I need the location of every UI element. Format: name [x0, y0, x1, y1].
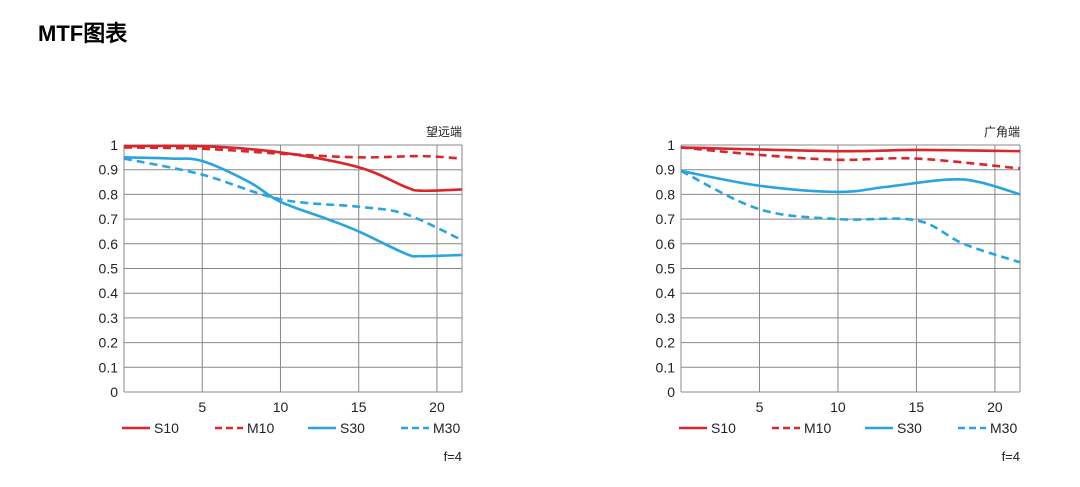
y-tick-label: 0.4	[99, 285, 119, 301]
y-tick-label: 0.1	[99, 359, 119, 375]
y-tick-label: 0.3	[99, 310, 119, 326]
y-tick-label: 0.8	[99, 186, 119, 202]
y-tick-label: 1	[667, 137, 675, 153]
x-tick-label: 10	[830, 399, 846, 415]
y-tick-label: 0.4	[656, 285, 676, 301]
mtf-chart-2: 00.10.20.30.40.50.60.70.80.915 10 15 20广角端f…	[656, 125, 1021, 464]
y-tick-label: 0.7	[99, 211, 119, 227]
y-tick-label: 0.2	[99, 335, 119, 351]
chart-note: f=4	[1002, 449, 1020, 464]
y-tick-label: 0.1	[656, 359, 676, 375]
legend-label-m10: M10	[804, 420, 831, 436]
x-tick-label: 10	[273, 399, 289, 415]
series-line-s30	[680, 169, 1021, 196]
y-tick-label: 0	[110, 384, 118, 400]
series-line-m10	[123, 146, 463, 160]
legend-label-s10: S10	[154, 420, 179, 436]
chart-subtitle: 广角端	[984, 125, 1020, 139]
x-tick-label: 5	[198, 399, 206, 415]
page-title: MTF图表	[38, 21, 128, 46]
y-tick-label: 0	[667, 384, 675, 400]
series-line-m30	[123, 157, 463, 242]
chart-subtitle: 望远端	[426, 125, 462, 139]
y-tick-label: 0.2	[656, 335, 676, 351]
series-line-m10	[680, 146, 1021, 170]
y-tick-label: 0.9	[656, 162, 676, 178]
legend-label-s30: S30	[897, 420, 922, 436]
series-line-s10	[123, 144, 463, 193]
x-tick-label: 20	[429, 399, 445, 415]
legend-label-s30: S30	[340, 420, 365, 436]
y-tick-label: 0.6	[99, 236, 119, 252]
series-line-s10	[680, 146, 1021, 153]
series-line-m30	[680, 169, 1021, 264]
y-tick-label: 0.7	[656, 211, 676, 227]
chart-note: f=4	[444, 449, 462, 464]
y-tick-label: 0.5	[656, 261, 676, 277]
y-tick-label: 0.5	[99, 261, 119, 277]
mtf-chart-1: 00.10.20.30.40.50.60.70.80.915 10 15 20望远端f…	[99, 125, 463, 464]
legend-label-m30: M30	[433, 420, 460, 436]
y-tick-label: 0.3	[656, 310, 676, 326]
legend-label-s10: S10	[711, 420, 736, 436]
series-line-s30	[123, 156, 463, 258]
y-tick-label: 0.9	[99, 162, 119, 178]
x-tick-label: 15	[351, 399, 367, 415]
y-tick-label: 0.6	[656, 236, 676, 252]
legend-label-m10: M10	[247, 420, 274, 436]
legend-label-m30: M30	[990, 420, 1017, 436]
x-tick-label: 15	[909, 399, 925, 415]
y-tick-label: 1	[110, 137, 118, 153]
y-tick-label: 0.8	[656, 186, 676, 202]
x-tick-label: 20	[987, 399, 1003, 415]
x-tick-label: 5	[756, 399, 764, 415]
